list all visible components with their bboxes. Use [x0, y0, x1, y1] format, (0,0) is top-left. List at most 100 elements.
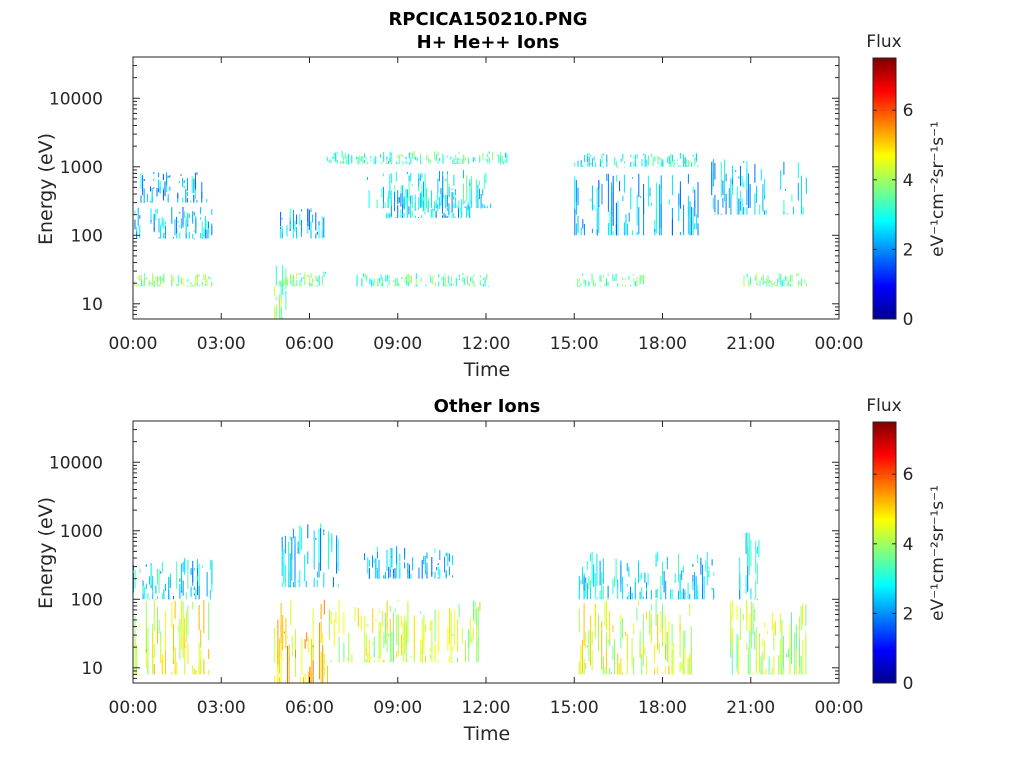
heatmap-cell	[388, 281, 390, 283]
heatmap-cell	[441, 277, 443, 280]
heatmap-cell	[474, 605, 476, 617]
heatmap-cell	[469, 205, 471, 218]
heatmap-cell	[182, 207, 184, 226]
heatmap-cell	[399, 553, 401, 562]
heatmap-cell	[282, 614, 284, 651]
heatmap-cell	[418, 216, 419, 218]
heatmap-cell	[649, 187, 651, 197]
heatmap-cell	[442, 158, 444, 164]
heatmap-cell	[421, 560, 423, 579]
heatmap-cell	[343, 160, 345, 164]
heatmap-cell	[196, 200, 198, 203]
heatmap-cell	[386, 550, 388, 572]
heatmap-cell	[585, 662, 587, 669]
heatmap-cell	[384, 202, 386, 208]
heatmap-cell	[400, 154, 402, 157]
y-tick-label: 1000	[60, 158, 103, 178]
heatmap-cell	[708, 570, 710, 578]
y-tick-label: 100	[71, 226, 103, 246]
heatmap-cell	[286, 280, 288, 286]
heatmap-cell	[630, 284, 631, 287]
heatmap-cell	[442, 154, 444, 160]
heatmap-cell	[283, 631, 285, 634]
heatmap-cell	[620, 614, 622, 622]
heatmap-cell	[387, 274, 388, 282]
heatmap-cell	[755, 659, 757, 675]
heatmap-cell	[150, 281, 152, 285]
heatmap-cell	[418, 197, 419, 210]
heatmap-cell	[208, 649, 210, 659]
heatmap-cell	[689, 160, 691, 163]
heatmap-cell	[786, 282, 788, 287]
heatmap-cell	[281, 582, 283, 588]
heatmap-cell	[666, 556, 668, 570]
heatmap-cell	[741, 175, 743, 187]
heatmap-cell	[799, 616, 800, 654]
heatmap-cell	[631, 177, 633, 179]
heatmap-cell	[185, 189, 187, 203]
heatmap-cell	[445, 178, 447, 181]
heatmap-cell	[504, 159, 506, 163]
heatmap-cell	[413, 615, 415, 658]
heatmap-cell	[411, 202, 413, 208]
heatmap-cell	[373, 637, 375, 658]
heatmap-cell	[748, 279, 750, 287]
heatmap-cell	[288, 645, 290, 683]
heatmap-cell	[437, 610, 439, 654]
heatmap-cell	[187, 560, 189, 570]
heatmap-cell	[160, 282, 162, 285]
heatmap-cell	[660, 576, 662, 599]
heatmap-cell	[281, 226, 283, 233]
heatmap-cell	[186, 178, 188, 191]
heatmap-cell	[781, 622, 783, 663]
heatmap-cell	[668, 164, 670, 167]
heatmap-cell	[403, 212, 405, 218]
heatmap-cell	[488, 156, 490, 164]
heatmap-cell	[309, 282, 311, 287]
heatmap-cell	[634, 582, 636, 600]
heatmap-cell	[190, 283, 192, 287]
heatmap-cell	[459, 217, 461, 219]
heatmap-cell	[756, 546, 758, 555]
heatmap-cell	[386, 159, 388, 162]
heatmap-cell	[591, 228, 593, 234]
heatmap-cell	[171, 279, 173, 287]
heatmap-cell	[381, 610, 383, 627]
heatmap-cell	[684, 157, 686, 164]
heatmap-cell	[791, 274, 793, 282]
heatmap-cell	[691, 162, 693, 167]
heatmap-cell	[775, 621, 776, 636]
heatmap-cell	[440, 202, 442, 206]
x-tick-label: 06:00	[285, 698, 334, 718]
heatmap-cell	[291, 276, 293, 282]
heatmap-cell	[161, 277, 163, 282]
heatmap-cell	[447, 626, 449, 652]
heatmap-cell	[622, 284, 623, 287]
heatmap-cell	[190, 586, 192, 597]
heatmap-cell	[659, 184, 661, 228]
heatmap-cell	[387, 285, 388, 287]
heatmap-cell	[211, 283, 213, 287]
heatmap-cell	[728, 188, 730, 208]
heatmap-cell	[343, 612, 345, 635]
heatmap-cell	[445, 552, 447, 557]
heatmap-cell	[467, 204, 469, 210]
heatmap-cell	[452, 646, 454, 651]
heatmap-cell	[365, 633, 367, 649]
heatmap-cell	[397, 614, 399, 657]
heatmap-cell	[180, 280, 182, 284]
heatmap-cell	[594, 283, 596, 287]
heatmap-cell	[386, 156, 388, 160]
heatmap-cell	[310, 208, 312, 213]
heatmap-cell	[389, 633, 391, 663]
heatmap-cell	[163, 273, 165, 279]
heatmap-cell	[145, 564, 147, 567]
heatmap-cell	[430, 209, 432, 218]
heatmap-cell	[749, 613, 751, 637]
heatmap-cell	[788, 280, 790, 287]
heatmap-cell	[161, 216, 163, 228]
heatmap-cell	[424, 195, 426, 215]
heatmap-cell	[372, 556, 374, 568]
heatmap-cell	[171, 602, 173, 628]
heatmap-cell	[280, 602, 282, 643]
